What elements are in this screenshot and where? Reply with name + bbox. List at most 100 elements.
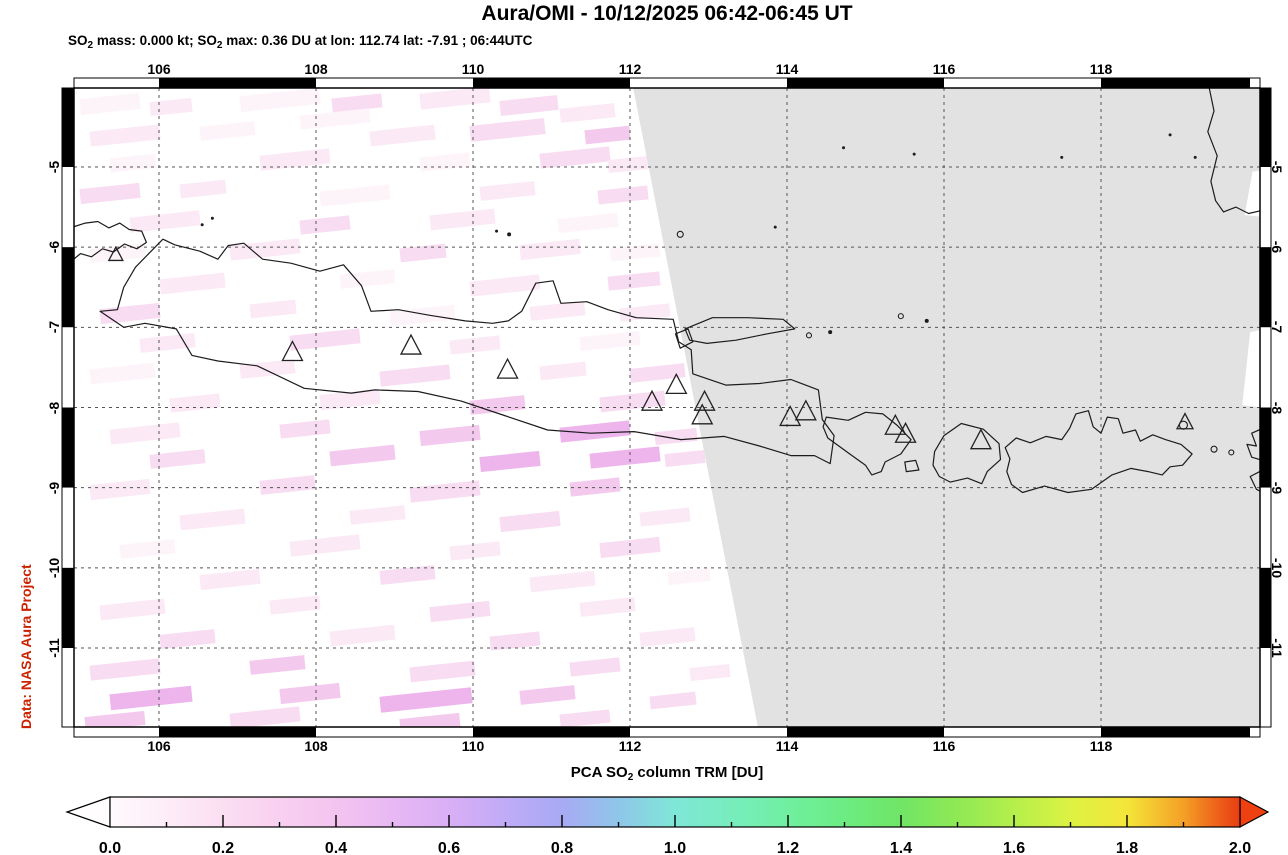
frame-bar-right [1259, 87, 1272, 728]
map-frame [73, 87, 1261, 728]
volcano-triangle [281, 340, 304, 362]
text-run: PCA SO [570, 764, 628, 781]
volcano-triangle [665, 372, 688, 395]
volcano-triangle [496, 357, 519, 379]
so2-summary-line: SO2 mass: 0.000 kt; SO2 max: 0.36 DU at … [68, 33, 532, 51]
lon-tick-label: 116 [932, 738, 956, 754]
coastline-madura [684, 317, 796, 344]
colorbar-title: PCA SO2 column TRM [DU] [74, 764, 1260, 783]
lat-tick-label: -5 [46, 160, 62, 174]
lat-tick-label: -5 [1269, 160, 1285, 174]
text-run: column TRM [DU] [633, 764, 764, 781]
subscript: 2 [216, 40, 223, 51]
lon-tick-label: 108 [304, 738, 328, 754]
coastline-lombok [932, 422, 1002, 485]
coastline-sulawesi-tip [1207, 88, 1260, 215]
island-dot [773, 225, 777, 229]
volcano-triangle [107, 245, 124, 262]
volcano-markers [107, 245, 1195, 450]
no-data-region [633, 88, 1260, 727]
island-dot [912, 152, 916, 156]
lat-tick-label: -8 [1269, 401, 1285, 414]
text-run: SO [68, 33, 88, 48]
coastline-bali [822, 411, 912, 476]
island-outline [897, 313, 904, 320]
swath-edge-wedge [1244, 170, 1260, 217]
lat-tick-label: -11 [1269, 638, 1285, 658]
coastline-nusa-penida [904, 459, 920, 473]
colorbar-tick-label: 1.6 [1003, 840, 1025, 855]
lon-tick-label: 106 [147, 61, 171, 77]
volcano-triangle [794, 399, 817, 421]
lon-tick-label: 118 [1089, 738, 1113, 754]
island-outline [805, 332, 813, 339]
frame-bar-left [61, 87, 75, 728]
volcano-triangle [884, 413, 907, 435]
colorbar-ticks [165, 815, 1185, 827]
lon-tick-label: 112 [618, 61, 642, 77]
volcano-triangle [399, 333, 423, 355]
island-dot [210, 216, 214, 220]
lat-tick-label: -6 [1269, 240, 1285, 254]
text-run: mass: 0.000 kt; SO [93, 33, 217, 48]
lon-tick-label: 112 [618, 738, 642, 754]
volcano-triangle [1175, 412, 1195, 430]
swath-edge-wedge [1242, 330, 1260, 408]
colorbar-tick-label: 0.6 [438, 840, 460, 855]
coastline-sumatra-tip [74, 220, 147, 260]
lat-tick-label: -10 [46, 557, 62, 578]
colorbar-tick-labels: 0.0 0.2 0.4 0.6 0.8 1.0 1.2 1.4 1.6 1.8 2.0 [99, 840, 1251, 855]
lat-tick-label: -7 [1269, 321, 1285, 334]
map-plot [61, 77, 1272, 738]
lon-tick-label: 110 [461, 61, 485, 77]
colorbar-tick-label: 1.2 [777, 840, 799, 855]
island-outline [1228, 449, 1235, 456]
colorbar-right-arrow [1239, 795, 1270, 829]
island-dot [495, 229, 499, 233]
island-dot [842, 146, 846, 150]
colorbar-left-arrow [65, 796, 111, 828]
colorbar-tick-label: 1.8 [1116, 840, 1138, 855]
island-dot [1060, 155, 1064, 159]
colorbar-tick-label: 0.0 [99, 840, 121, 855]
island-dot [507, 232, 512, 237]
frame-bar-top [73, 77, 1261, 89]
volcano-triangle [640, 389, 664, 411]
volcano-triangle [691, 403, 714, 425]
island-outline [1210, 445, 1218, 453]
volcano-triangle [779, 405, 802, 427]
volcano-triangle [894, 421, 917, 443]
lon-tick-label: 110 [461, 738, 485, 754]
lat-tick-label: -9 [46, 481, 62, 494]
lon-tick-label: 114 [775, 61, 799, 77]
lon-tick-label: 118 [1089, 61, 1113, 77]
coastline-komodo-coast [1246, 428, 1260, 461]
subscript: 2 [627, 772, 634, 783]
subscript: 2 [87, 40, 94, 51]
colorbar-tick-label: 0.2 [212, 840, 234, 855]
lat-tick-label: -9 [1269, 481, 1285, 494]
page-title: Aura/OMI - 10/12/2025 06:42-06:45 UT [481, 2, 853, 25]
lat-tick-label: -7 [46, 321, 62, 334]
coastlines [74, 88, 1260, 494]
colorbar-tick-label: 1.4 [890, 840, 912, 855]
graticule [74, 88, 1260, 727]
lat-tick-label: -10 [1269, 557, 1285, 578]
island-dot [828, 330, 833, 335]
data-credit-label: Data: NASA Aura Project [18, 564, 34, 729]
coastline-surabaya-strait [674, 328, 694, 349]
frame-bar-bottom [73, 726, 1261, 738]
lon-tick-label: 108 [304, 61, 328, 77]
island-dot [924, 318, 929, 323]
colorbar-tick-label: 0.4 [325, 840, 347, 855]
island-dot [1193, 155, 1197, 159]
island-outline [676, 230, 684, 238]
map-layers [74, 88, 1260, 727]
volcano-triangle [969, 428, 992, 450]
colorbar-tick-label: 2.0 [1229, 840, 1251, 855]
lat-tick-label: -8 [46, 401, 62, 414]
lon-tick-label: 116 [932, 61, 956, 77]
colorbar-tick-label: 0.8 [551, 840, 573, 855]
lat-tick-label: -6 [46, 240, 62, 254]
